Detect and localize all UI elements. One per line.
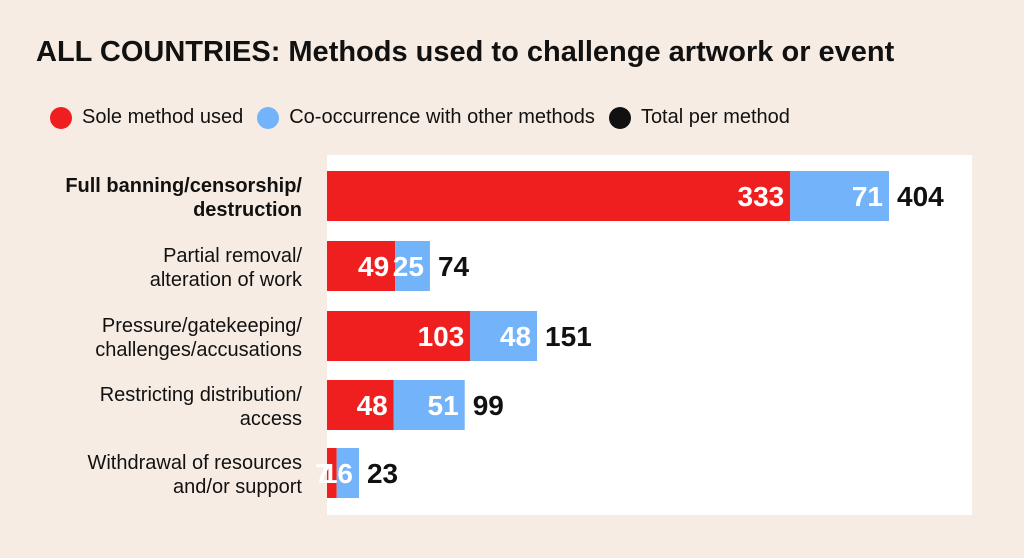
data-label-sole-4: 7: [315, 458, 331, 489]
chart-title: ALL COUNTRIES: Methods used to challenge…: [36, 36, 895, 68]
bar-co-2: [470, 311, 538, 361]
data-label-co-1: 25: [393, 251, 424, 282]
data-label-total-1: 74: [438, 251, 470, 282]
legend-label-sole: Sole method used: [82, 106, 244, 128]
category-label-1-line-0: Partial removal/: [163, 245, 302, 267]
category-label-4-line-0: Withdrawal of resources: [87, 452, 302, 474]
data-label-co-4: 16: [322, 458, 353, 489]
bar-sole-1: [327, 241, 396, 291]
data-label-co-0: 71: [852, 181, 883, 212]
data-label-total-2: 151: [545, 321, 592, 352]
bar-co-1: [395, 241, 430, 291]
legend-swatch-co: [257, 106, 280, 129]
data-label-sole-2: 103: [418, 321, 465, 352]
legend-item-co: Co-occurrence with other methods: [257, 106, 595, 129]
legend-swatch-sole: [50, 106, 72, 129]
legend-label-total: Total per method: [640, 106, 790, 128]
category-label-0-line-0: Full banning/censorship/: [65, 175, 302, 197]
data-label-sole-3: 48: [357, 390, 388, 421]
bar-co-0: [790, 171, 889, 221]
data-label-total-3: 99: [473, 390, 504, 421]
bar-sole-2: [327, 311, 471, 361]
legend-swatch-total: [608, 106, 631, 129]
data-label-sole-0: 333: [738, 181, 785, 212]
category-label-4-line-1: and/or support: [173, 476, 302, 498]
chart-legend: Sole method used Co-occurrence with othe…: [50, 106, 804, 129]
bar-sole-3: [327, 380, 394, 430]
bar-co-3: [393, 380, 465, 430]
legend-item-sole: Sole method used: [50, 106, 243, 129]
bar-co-4: [336, 448, 359, 498]
category-label-3-line-0: Restricting distribution/: [100, 384, 303, 406]
bar-sole-0: [327, 171, 791, 221]
legend-label-co: Co-occurrence with other methods: [289, 106, 595, 128]
data-label-sole-1: 49: [358, 251, 389, 282]
category-label-2-line-0: Pressure/gatekeeping/: [102, 315, 303, 337]
category-label-2-line-1: challenges/accusations: [95, 339, 302, 361]
category-label-1-line-1: alteration of work: [150, 269, 303, 291]
bar-sole-4: [327, 448, 337, 498]
legend-item-total: Total per method: [608, 106, 790, 129]
data-label-co-2: 48: [500, 321, 531, 352]
data-label-total-0: 404: [897, 181, 944, 212]
category-label-3-line-1: access: [240, 408, 302, 430]
data-label-co-3: 51: [428, 390, 459, 421]
category-label-0-line-1: destruction: [193, 199, 302, 221]
data-label-total-4: 23: [367, 458, 398, 489]
